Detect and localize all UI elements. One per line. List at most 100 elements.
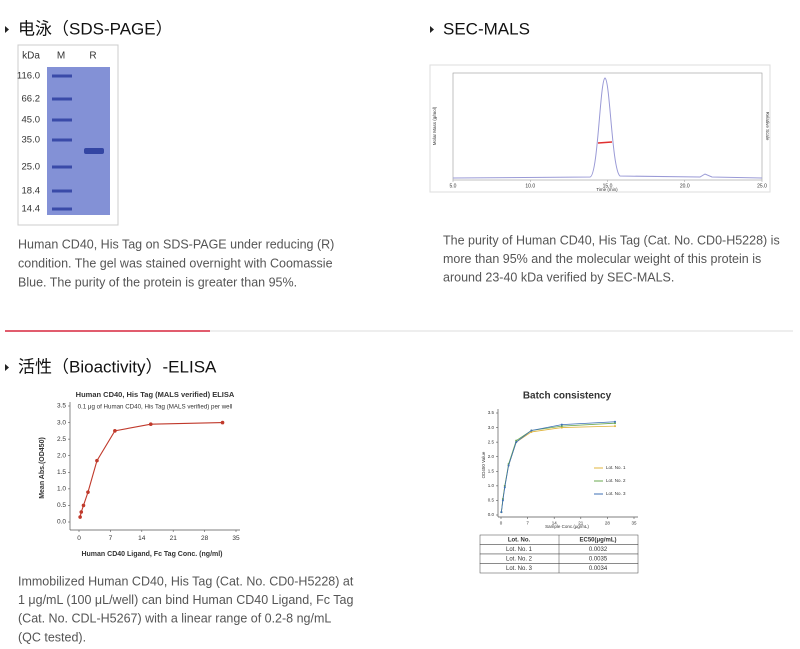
x-tick-label: 0 (500, 521, 503, 526)
x-tick-label: 21 (170, 535, 178, 542)
data-point (614, 422, 616, 425)
data-point (81, 503, 86, 508)
x-tick-label: 28 (201, 535, 209, 542)
y-axis-label: Mean Abs.(OD450) (39, 437, 46, 499)
marker-band (52, 189, 72, 193)
marker-band (52, 97, 72, 101)
y-tick-label: 1.5 (57, 469, 66, 476)
data-point (515, 439, 518, 442)
y-tick-label: 3.0 (57, 419, 66, 426)
data-point (86, 490, 90, 494)
bullet (5, 364, 9, 371)
x-tick-label: 35 (631, 521, 637, 526)
x-axis-label: Human CD40 Ligand, Fc Tag Conc. (ng/ml) (81, 551, 222, 558)
y2-axis-label: Relative Scale (765, 112, 770, 141)
heading: 电泳（SDS-PAGE） (18, 19, 173, 38)
data-point (560, 426, 563, 429)
y-tick-label: 0.0 (57, 519, 66, 526)
table-cell: 0.0032 (589, 547, 608, 553)
data-point (503, 486, 506, 489)
data-point (530, 430, 533, 433)
y-tick-label: 1.0 (488, 483, 495, 488)
x-tick-label: 5.0 (450, 183, 457, 189)
caption: The purity of Human CD40, His Tag (Cat. … (443, 233, 780, 247)
table-cell: 0.0034 (589, 566, 608, 572)
data-point (560, 425, 563, 428)
y-tick-label: 0.5 (488, 498, 495, 503)
sec-chart-frame (429, 64, 771, 193)
data-point (148, 422, 153, 427)
caption: condition. The gel was stained overnight… (18, 256, 333, 270)
y-tick-label: 3.5 (57, 403, 66, 410)
caption: 1 μg/mL (100 μL/well) can bind Human CD4… (18, 593, 353, 607)
x-tick-label: 21 (578, 521, 584, 526)
gel-header: M (57, 51, 65, 62)
y-tick-label: 3.0 (488, 425, 495, 430)
data-point (501, 499, 504, 502)
y-tick-label: 1.0 (57, 486, 66, 493)
data-point (113, 429, 117, 433)
data-point (500, 511, 503, 514)
x-tick-label: 7 (526, 521, 529, 526)
table-cell: Lot. No. 3 (506, 566, 533, 572)
sec-mass (597, 141, 613, 144)
x-tick-label: 14 (138, 535, 146, 542)
marker-label: 45.0 (22, 115, 41, 126)
caption: more than 95% and the molecular weight o… (443, 252, 761, 266)
data-point (79, 510, 84, 514)
table-header: EC50(μg/mL) (579, 538, 616, 544)
data-point (515, 441, 518, 444)
bullet (430, 26, 434, 33)
heading: SEC-MALS (443, 19, 530, 38)
marker-label: 116.0 (17, 71, 40, 82)
caption: (Cat. No. CDL-H5267) with a linear range… (18, 612, 331, 626)
x-tick-label: 10.0 (525, 183, 535, 189)
data-point (220, 420, 225, 425)
marker-band (52, 118, 72, 122)
data-point (614, 420, 616, 423)
table-cell: Lot. No. 2 (506, 557, 533, 563)
marker-label: 18.4 (22, 186, 41, 197)
sec-trace (452, 77, 763, 179)
caption: Blue. The purity of the protein is great… (18, 275, 297, 289)
chart-title: Human CD40, His Tag (MALS verified) ELIS… (76, 390, 235, 399)
data-point (78, 515, 82, 519)
marker-band (52, 74, 72, 78)
y-tick-label: 0.0 (488, 512, 495, 517)
x-tick-label: 15.0 (603, 183, 613, 189)
y-axis-label: Molar Mass (g/mol) (432, 106, 437, 145)
x-tick-label: 0 (77, 535, 81, 542)
marker-band (52, 207, 72, 211)
gel-header: R (89, 51, 96, 62)
y-tick-label: 1.5 (488, 468, 495, 473)
marker-band (52, 165, 72, 169)
caption: around 23-40 kDa verified by SEC-MALS. (443, 270, 674, 284)
data-line (79, 422, 223, 518)
y-tick-label: 2.0 (488, 454, 495, 459)
legend-label: Lot. No. 3 (606, 491, 626, 496)
y-tick-label: 2.0 (57, 452, 66, 459)
marker-label: 35.0 (22, 135, 41, 146)
y-tick-label: 2.5 (488, 439, 495, 444)
y-tick-label: 2.5 (57, 436, 66, 443)
data-point (560, 423, 563, 426)
data-point (95, 458, 99, 463)
table-cell: 0.0035 (589, 557, 608, 563)
chart-title: Batch consistency (523, 391, 612, 402)
x-tick-label: 7 (109, 535, 113, 542)
x-tick-label: 25.0 (757, 183, 767, 189)
y-axis-label: OD450 Value (481, 451, 486, 478)
table-cell: Lot. No. 1 (506, 547, 533, 553)
x-axis-label: Time (min) (596, 187, 618, 192)
marker-label: 66.2 (22, 94, 41, 105)
chart-subtitle: 0.1 μg of Human CD40, His Tag (MALS veri… (78, 404, 233, 411)
x-tick-label: 28 (605, 521, 611, 526)
heading: 活性（Bioactivity）-ELISA (18, 357, 217, 376)
data-point (507, 464, 510, 467)
x-tick-label: 20.0 (680, 183, 690, 189)
marker-band (52, 138, 72, 142)
bullet (5, 26, 9, 33)
x-tick-label: 14 (552, 521, 558, 526)
